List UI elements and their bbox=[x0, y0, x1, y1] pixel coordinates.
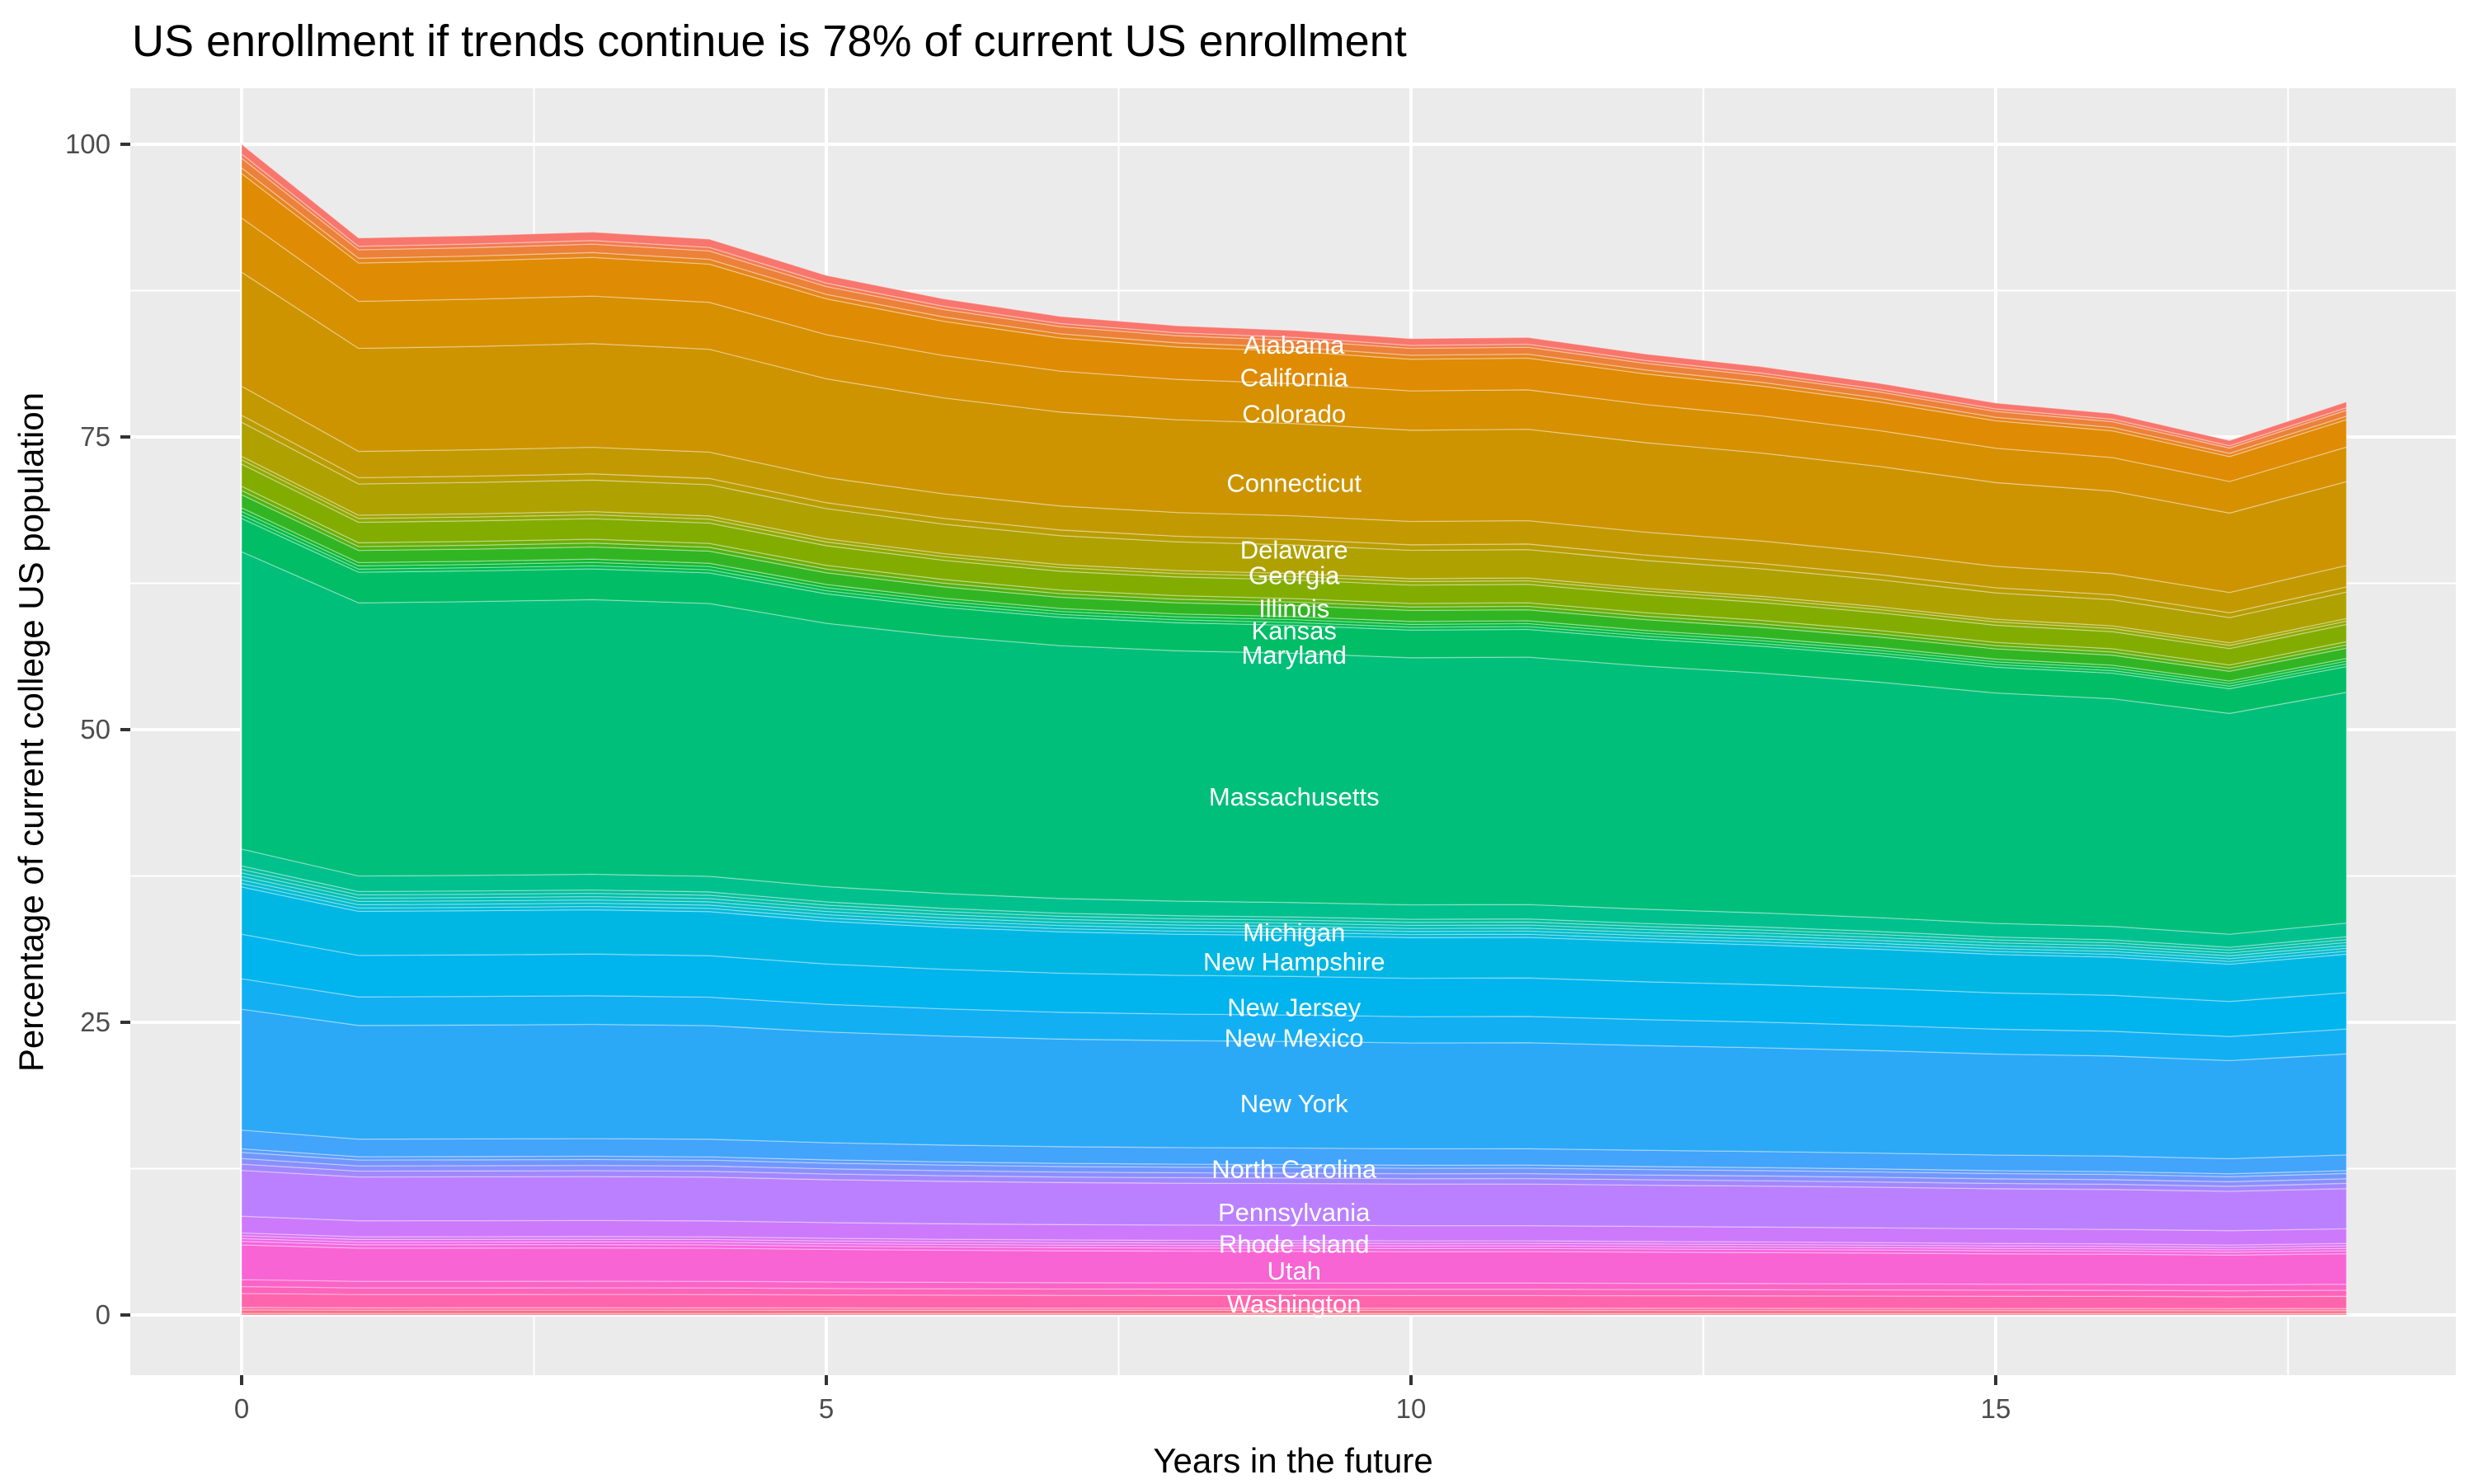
state-label-kansas: Kansas bbox=[1251, 616, 1336, 645]
area-band-pennsylvania bbox=[241, 1169, 2348, 1232]
area-stack bbox=[241, 143, 2348, 1316]
area-band-idaho bbox=[241, 458, 2348, 650]
area-band-new-york bbox=[241, 1008, 2348, 1160]
state-label-massachusetts: Massachusetts bbox=[1209, 782, 1380, 811]
state-label-delaware: Delaware bbox=[1240, 535, 1348, 564]
x-axis-title: Years in the future bbox=[1153, 1441, 1432, 1480]
state-label-new-jersey: New Jersey bbox=[1227, 993, 1361, 1022]
x-tick-label: 10 bbox=[1396, 1393, 1427, 1424]
area-band-iowa bbox=[241, 489, 2348, 672]
area-band-minnesota bbox=[241, 865, 2348, 951]
area-band-new-hampshire bbox=[241, 886, 2348, 1003]
area-band-illinois bbox=[241, 463, 2348, 666]
y-tick-label: 25 bbox=[80, 1007, 111, 1037]
state-label-new-mexico: New Mexico bbox=[1225, 1024, 1364, 1053]
axis-ticks: 0 5 10 15 0 25 50 75 100 bbox=[65, 129, 2011, 1424]
area-band-mississippi bbox=[241, 868, 2348, 954]
area-band-south-dakota bbox=[241, 1235, 2348, 1251]
state-label-georgia: Georgia bbox=[1249, 561, 1340, 590]
area-band-arkansas bbox=[241, 167, 2348, 458]
area-band-missouri bbox=[241, 871, 2348, 956]
state-label-illinois: Illinois bbox=[1258, 594, 1329, 622]
state-label-colorado: Colorado bbox=[1242, 400, 1346, 429]
x-tick-label: 5 bbox=[819, 1393, 834, 1424]
area-band-florida bbox=[241, 414, 2348, 618]
plot-title: US enrollment if trends continue is 78% … bbox=[132, 16, 1407, 66]
state-label-washington: Washington bbox=[1227, 1289, 1362, 1318]
y-axis-title: Percentage of current college US populat… bbox=[12, 392, 50, 1072]
y-tick-label: 100 bbox=[65, 129, 111, 159]
y-tick-label: 0 bbox=[96, 1299, 111, 1330]
y-tick-label: 50 bbox=[80, 714, 111, 744]
area-band-nebraska bbox=[241, 879, 2348, 962]
state-label-new-hampshire: New Hampshire bbox=[1203, 947, 1385, 976]
state-label-california: California bbox=[1240, 364, 1349, 392]
area-band-connecticut bbox=[241, 270, 2348, 594]
state-label-maryland: Maryland bbox=[1241, 641, 1347, 669]
state-label-alabama: Alabama bbox=[1244, 331, 1345, 359]
state-label-utah: Utah bbox=[1267, 1256, 1320, 1285]
area-band-south-carolina bbox=[241, 1232, 2348, 1248]
area-band-alaska bbox=[241, 153, 2348, 449]
state-labels: Alabama California Colorado Connecticut Dela… bbox=[1203, 331, 1385, 1318]
area-band-california bbox=[241, 172, 2348, 482]
x-tick-label: 15 bbox=[1981, 1393, 2011, 1424]
area-band-delaware bbox=[241, 385, 2348, 613]
area-band-hawaii bbox=[241, 455, 2348, 646]
area-band-colorado bbox=[241, 217, 2348, 514]
state-label-rhode-island: Rhode Island bbox=[1219, 1229, 1370, 1258]
state-label-connecticut: Connecticut bbox=[1226, 468, 1362, 497]
state-label-michigan: Michigan bbox=[1243, 918, 1345, 947]
area-band-texas bbox=[241, 1241, 2348, 1256]
area-band-kentucky bbox=[241, 506, 2348, 684]
area-band-montana bbox=[241, 876, 2348, 960]
area-band-west-virginia bbox=[241, 1307, 2348, 1312]
state-label-pennsylvania: Pennsylvania bbox=[1218, 1198, 1371, 1227]
y-tick-label: 75 bbox=[80, 421, 111, 452]
area-band-arizona bbox=[241, 157, 2348, 454]
state-label-new-york: New York bbox=[1240, 1089, 1348, 1118]
state-label-north-carolina: North Carolina bbox=[1211, 1155, 1377, 1184]
area-band-new-mexico bbox=[241, 978, 2348, 1062]
area-band-oklahoma bbox=[241, 1158, 2348, 1187]
area-band-nevada bbox=[241, 882, 2348, 965]
area-band-washington bbox=[241, 1293, 2348, 1309]
x-tick-label: 0 bbox=[234, 1393, 249, 1424]
area-band-alabama bbox=[241, 143, 2348, 447]
area-band-rhode-island bbox=[241, 1215, 2348, 1246]
area-band-kansas bbox=[241, 493, 2348, 682]
area-band-oregon bbox=[241, 1163, 2348, 1192]
area-band-georgia bbox=[241, 421, 2348, 644]
